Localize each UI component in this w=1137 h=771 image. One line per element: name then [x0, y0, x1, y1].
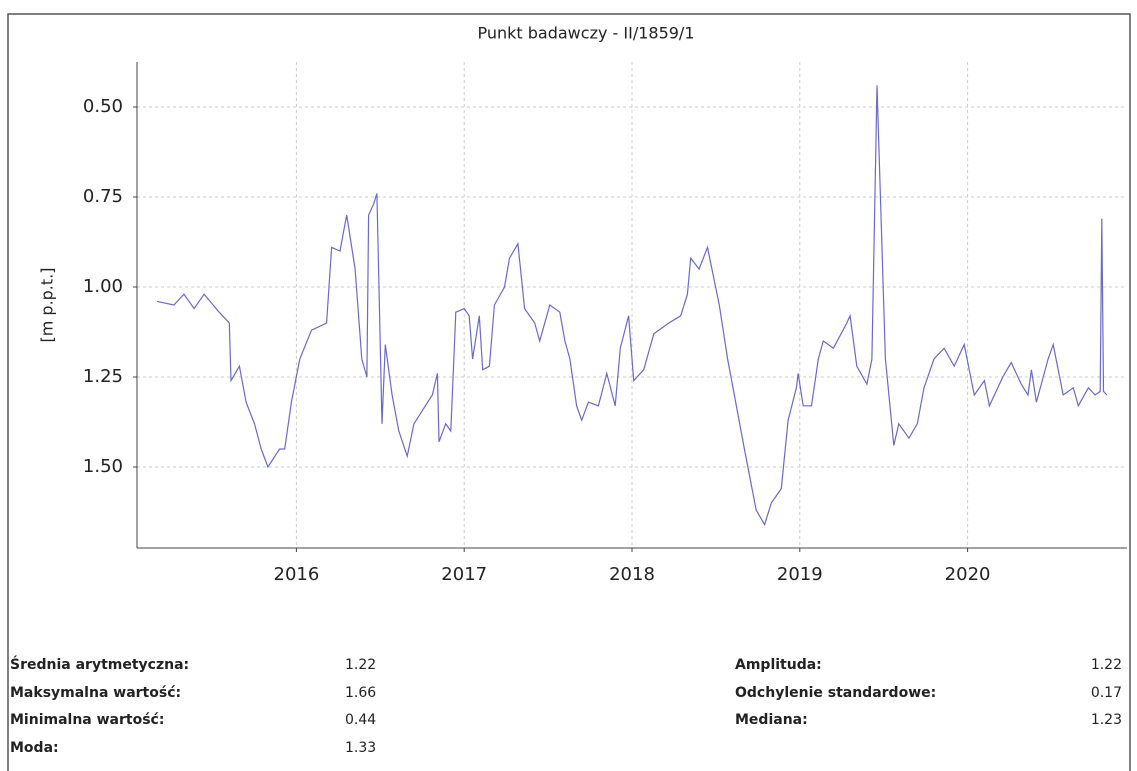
stat-label: Moda:: [10, 740, 59, 756]
stat-label: Średnia arytmetyczna:: [10, 655, 189, 673]
data-line: [156, 85, 1108, 527]
frame: [7, 13, 1131, 771]
x-tick-label: 2020: [945, 564, 991, 585]
stat-value: 1.66: [345, 685, 376, 701]
stat-value: 1.22: [345, 657, 376, 673]
stat-value: 1.23: [1091, 712, 1122, 728]
x-tick-label: 2016: [274, 564, 320, 585]
stat-value: 0.44: [345, 712, 376, 728]
stat-label: Minimalna wartość:: [10, 712, 164, 728]
y-tick-label: 1.25: [83, 366, 123, 387]
x-tick-label: 2018: [609, 564, 655, 585]
stat-value: 0.17: [1091, 685, 1122, 701]
y-axis-label: [m p.p.t.]: [38, 268, 57, 343]
y-tick-label: 1.00: [83, 276, 123, 297]
stat-label: Maksymalna wartość:: [10, 685, 181, 701]
chart-title: Punkt badawczy - II/1859/1: [477, 24, 694, 43]
x-tick-label: 2017: [441, 564, 487, 585]
y-tick-label: 1.50: [83, 456, 123, 477]
x-tick-label: 2019: [777, 564, 823, 585]
y-tick-label: 0.75: [83, 186, 123, 207]
y-tick-label: 0.50: [83, 96, 123, 117]
stat-value: 1.33: [345, 740, 376, 756]
stat-label: Odchylenie standardowe:: [735, 685, 936, 701]
stat-value: 1.22: [1091, 657, 1122, 673]
stat-label: Mediana:: [735, 712, 808, 728]
stat-label: Amplituda:: [735, 657, 822, 673]
